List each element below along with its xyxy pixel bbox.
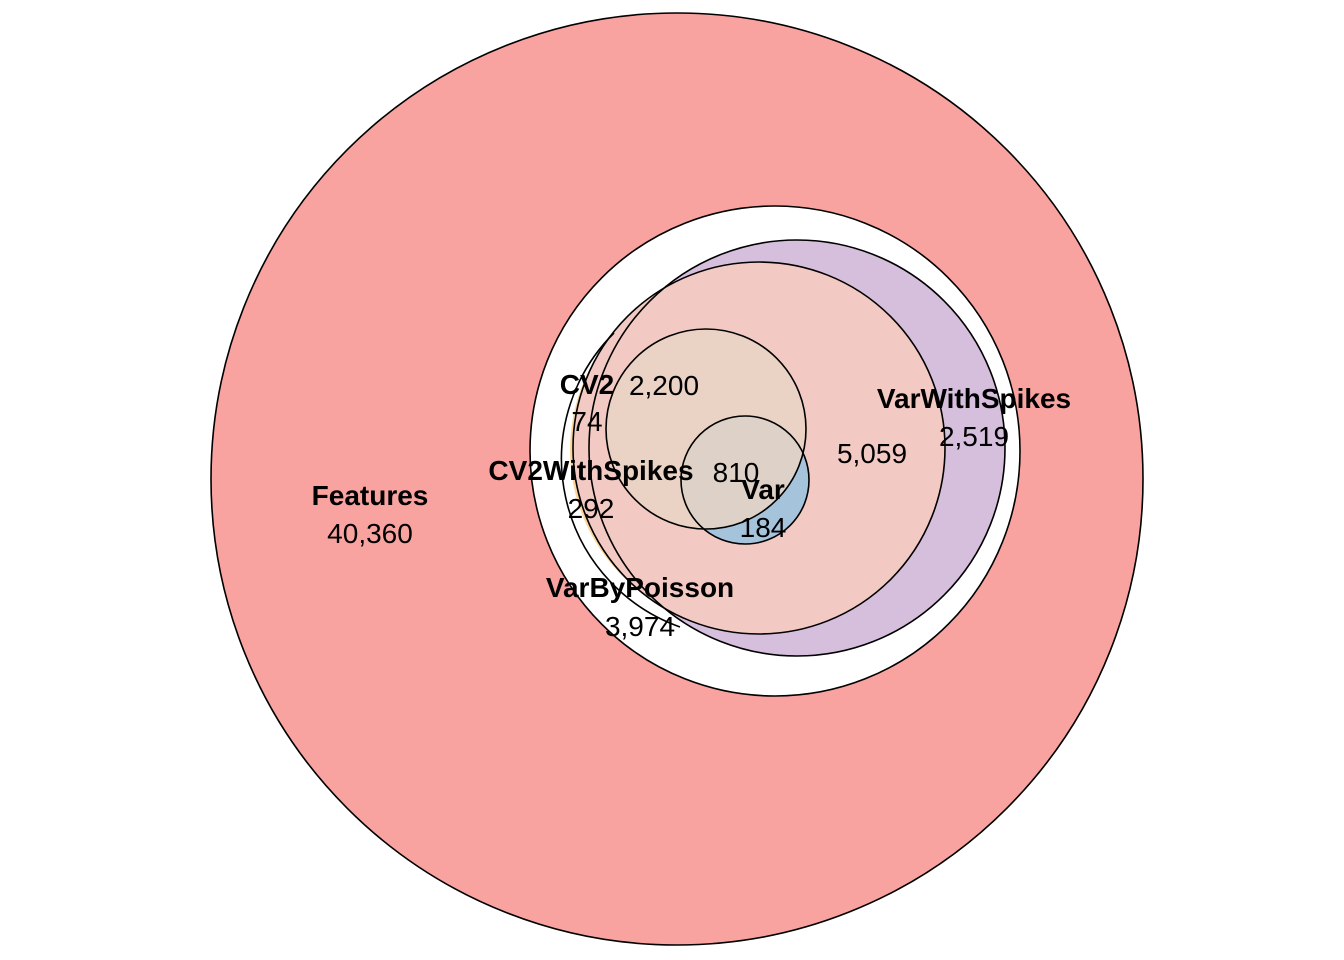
cv2-label: CV2 — [560, 369, 614, 400]
cv2withspikes-outline — [572, 261, 946, 635]
cv2-count: 74 — [571, 406, 602, 437]
features-outline — [210, 12, 1144, 946]
varwithspikes-outline — [588, 239, 1006, 657]
varbypoisson-outline — [529, 205, 1021, 697]
cv2withspikes-inner-arc — [560, 332, 681, 628]
varbypoisson-label: VarByPoisson — [546, 572, 734, 603]
var-label: Var — [741, 474, 785, 505]
varwithspikes-label: VarWithSpikes — [877, 383, 1071, 414]
varbypoisson-count: 3,974 — [605, 611, 675, 642]
features-count: 40,360 — [327, 518, 413, 549]
cv2withspikes-label: CV2WithSpikes — [488, 455, 693, 486]
cv2withspikes-count: 292 — [568, 493, 615, 524]
varwithspikes-count: 2,519 — [939, 421, 1009, 452]
cv2-outline — [605, 328, 807, 530]
var-outline — [680, 415, 810, 545]
varwithspikes-intersection-count: 5,059 — [837, 438, 907, 469]
cv2-intersection-count: 2,200 — [629, 370, 699, 401]
features-label: Features — [312, 480, 429, 511]
var-count: 184 — [740, 512, 787, 543]
core-intersection-count: 810 — [713, 457, 760, 488]
